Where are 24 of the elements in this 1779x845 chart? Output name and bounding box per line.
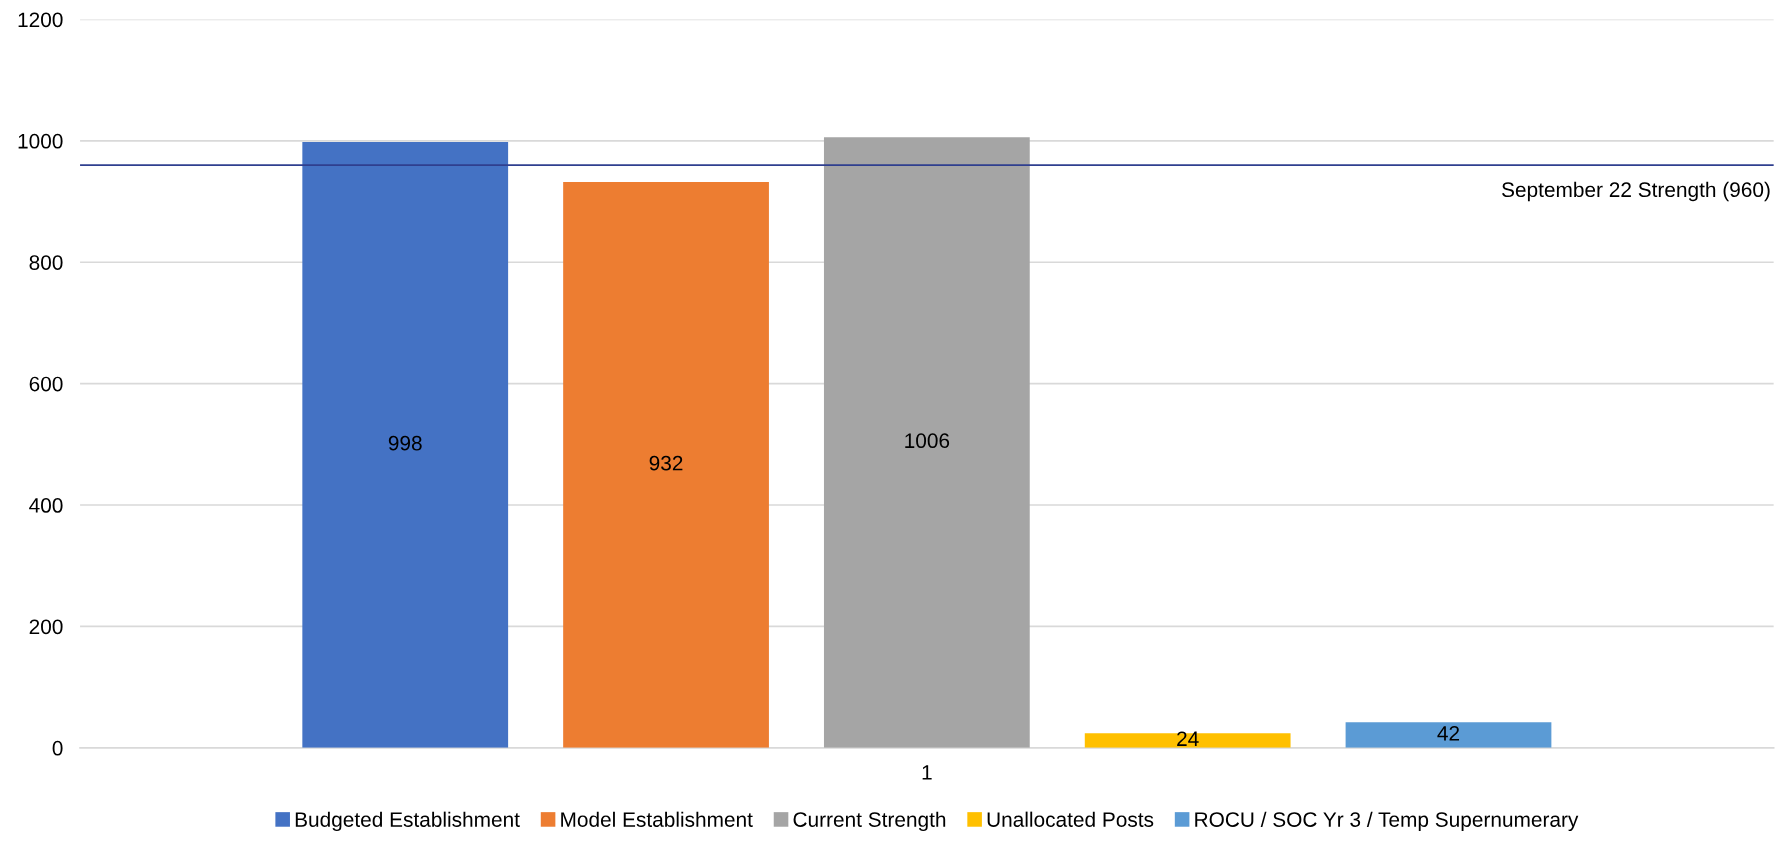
data-label: 24	[1177, 731, 1199, 746]
x-tick-label: 1	[922, 765, 932, 780]
data-label: 42	[1437, 725, 1460, 741]
data-label: 998	[388, 435, 422, 451]
legend-label: Model Establishment	[561, 811, 753, 827]
bar	[563, 182, 769, 748]
legend-label: Budgeted Establishment	[295, 811, 520, 832]
legend-label: Current Strength	[793, 811, 946, 832]
legend-label: Unallocated Posts	[987, 811, 1154, 827]
y-tick-label: 0	[52, 740, 63, 756]
data-label: 932	[649, 455, 683, 471]
y-tick-label: 400	[29, 498, 63, 513]
bar	[1345, 722, 1552, 748]
y-tick-label: 1000	[18, 133, 63, 149]
bar	[302, 142, 509, 748]
ref-line-label: September 22 Strength (960)	[1502, 181, 1770, 202]
y-tick-label: 1200	[18, 12, 63, 28]
data-label: 1006	[905, 433, 950, 449]
y-tick-label: 600	[29, 376, 63, 392]
y-tick-label: 200	[29, 619, 63, 635]
y-tick-label: 800	[29, 255, 63, 270]
bar	[1084, 733, 1291, 748]
bar	[823, 137, 1030, 748]
legend-label: ROCU / SOC Yr 3 / Temp Supernumerary	[1195, 811, 1579, 832]
